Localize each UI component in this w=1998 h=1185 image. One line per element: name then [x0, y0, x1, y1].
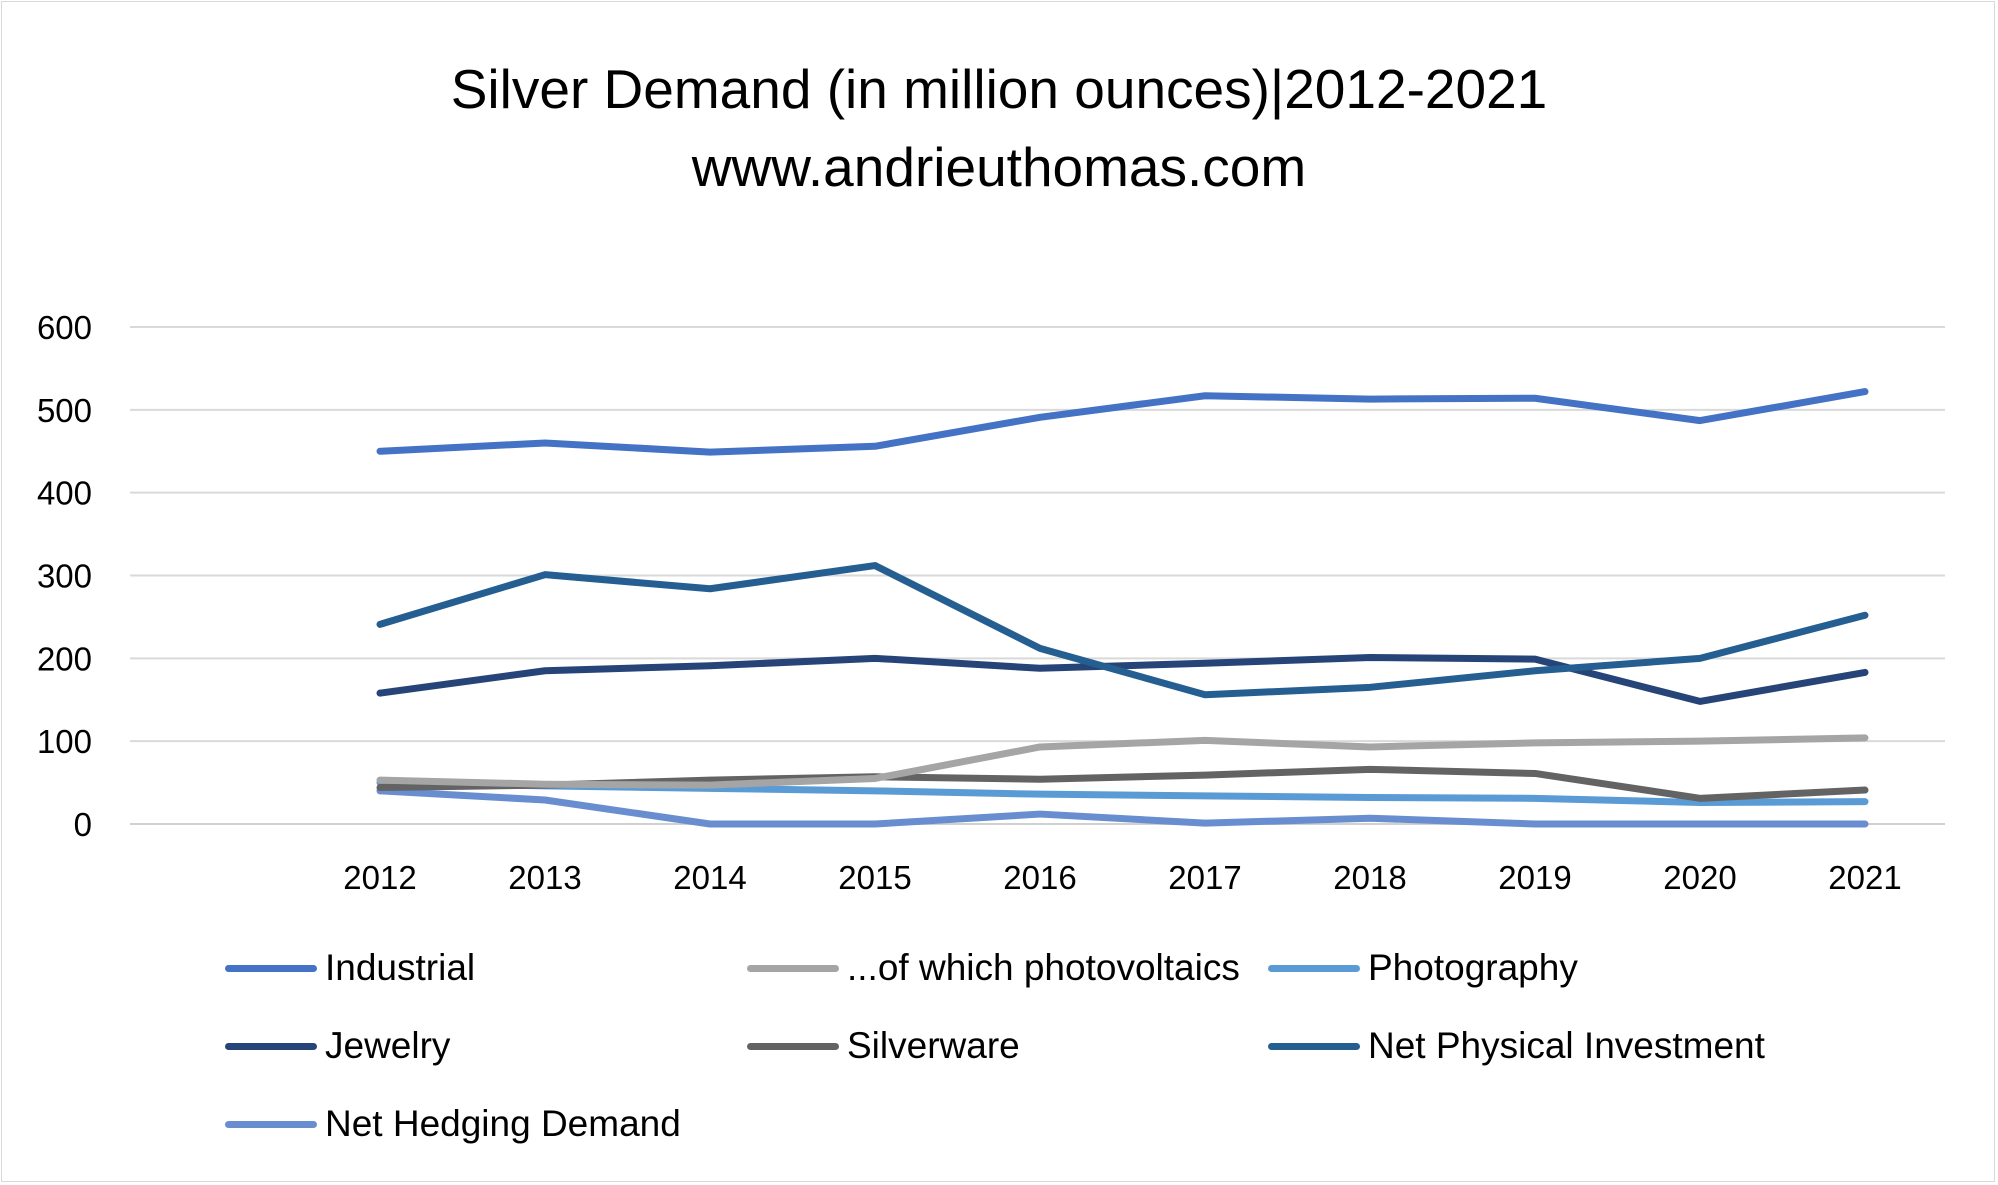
y-tick-label: 600 [37, 309, 92, 346]
chart-subtitle: www.andrieuthomas.com [691, 136, 1307, 198]
legend-label: Net Physical Investment [1368, 1025, 1765, 1066]
legend-item: ...of which photovoltaics [747, 947, 1240, 988]
legend-label: ...of which photovoltaics [847, 947, 1240, 988]
x-tick-label: 2016 [1003, 859, 1076, 896]
legend-swatch [1268, 964, 1360, 972]
legend-item: Silverware [747, 1025, 1020, 1066]
legend-label: Silverware [847, 1025, 1020, 1066]
y-tick-label: 0 [74, 806, 92, 843]
x-tick-label: 2017 [1168, 859, 1241, 896]
legend-swatch [225, 1042, 317, 1050]
x-tick-label: 2015 [838, 859, 911, 896]
legend-swatch [1268, 1042, 1360, 1050]
legend-swatch [747, 964, 839, 972]
legend-swatch [747, 1042, 839, 1050]
legend-item: Jewelry [225, 1025, 451, 1066]
series-line-net-hedging-demand [376, 787, 1869, 828]
x-tick-label: 2020 [1663, 859, 1736, 896]
legend-label: Jewelry [325, 1025, 451, 1066]
x-tick-label: 2012 [343, 859, 416, 896]
legend-label: Net Hedging Demand [325, 1103, 681, 1144]
y-tick-label: 500 [37, 392, 92, 429]
y-axis-tick-labels: 0 100 200 300 400 500 600 [37, 309, 92, 843]
x-tick-label: 2013 [508, 859, 581, 896]
legend-label: Industrial [325, 947, 476, 988]
series-line-jewelry [376, 654, 1869, 705]
x-axis-tick-labels: 2012 2013 2014 2015 2016 2017 2018 2019 2020 2021 [343, 859, 1901, 896]
series-lines [376, 388, 1869, 828]
series-line-industrial [376, 388, 1869, 456]
legend: Industrial ...of which photovoltaics Photo… [225, 940, 1825, 1160]
legend-swatch [225, 964, 317, 972]
y-tick-label: 400 [37, 475, 92, 512]
legend-item: Net Physical Investment [1268, 1025, 1765, 1066]
legend-swatch [225, 1120, 317, 1128]
legend-item: Net Hedging Demand [225, 1103, 681, 1144]
legend-item: Industrial [225, 947, 476, 988]
chart-title: Silver Demand (in million ounces)|2012-2… [450, 58, 1548, 120]
y-tick-label: 300 [37, 558, 92, 595]
series-line-of-which-photovoltaics [376, 734, 1869, 789]
x-tick-label: 2014 [673, 859, 746, 896]
legend-label: Photography [1368, 947, 1578, 988]
series-line-net-physical-investment [376, 562, 1869, 699]
x-tick-label: 2019 [1498, 859, 1571, 896]
legend-item: Photography [1268, 947, 1578, 988]
y-tick-label: 200 [37, 640, 92, 677]
x-tick-label: 2021 [1828, 859, 1901, 896]
y-tick-label: 100 [37, 723, 92, 760]
x-tick-label: 2018 [1333, 859, 1406, 896]
